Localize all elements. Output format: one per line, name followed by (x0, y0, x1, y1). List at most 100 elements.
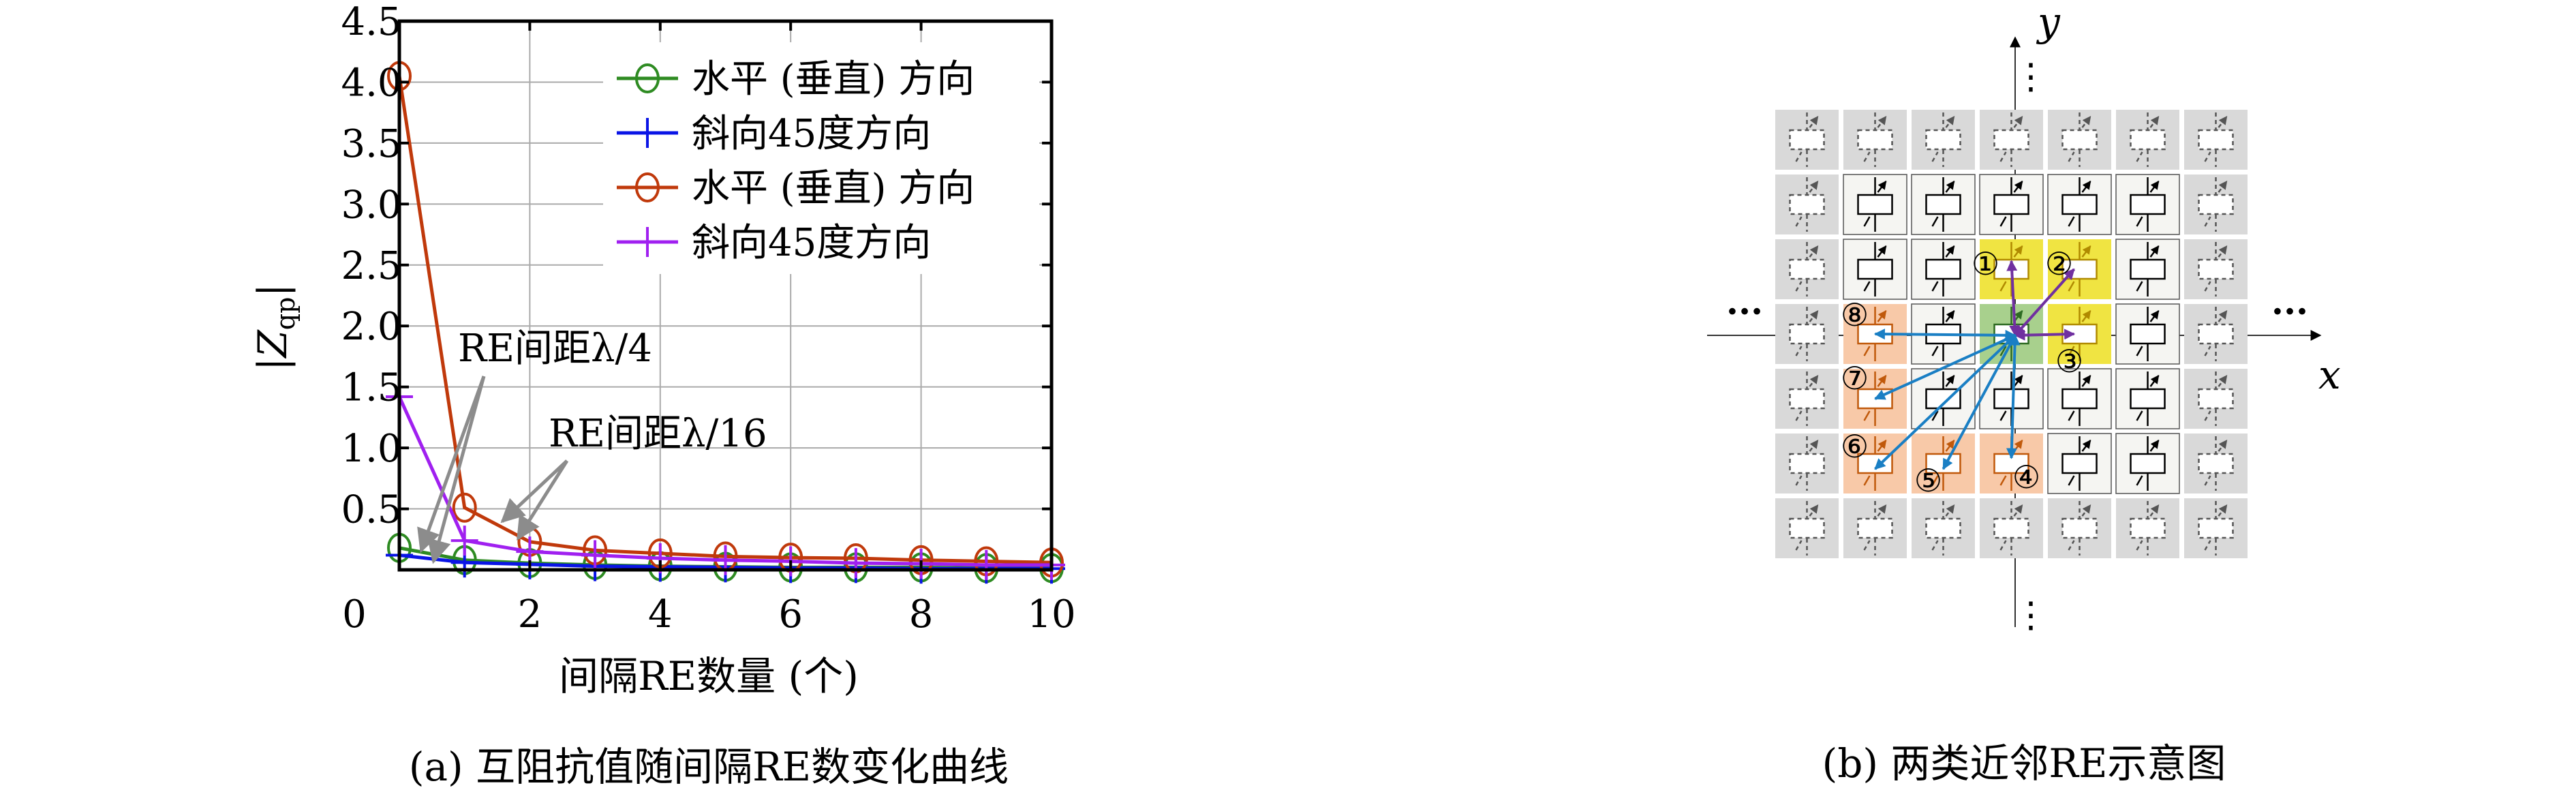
caption-a: (a) 互阻抗值随间隔RE数变化曲线 (409, 744, 1009, 790)
tuning-line (2204, 346, 2211, 356)
element-box (2130, 388, 2166, 410)
re-cell-outer (1775, 304, 1839, 364)
element-box (1925, 517, 1961, 539)
element-box (2130, 453, 2166, 474)
x-tick-label: 2 (518, 592, 542, 637)
element-box (1857, 517, 1893, 539)
data-point (842, 548, 870, 579)
re-cell-outer (1775, 498, 1839, 558)
tuning-arrow-icon (2149, 245, 2160, 258)
tuning-arrow-icon (2013, 116, 2023, 128)
coupling-arrow-2 (2014, 268, 2075, 337)
tuning-arrow-icon (1809, 375, 1819, 387)
legend-marker (634, 227, 661, 257)
tuning-arrow-icon (1877, 116, 1887, 128)
element-box (2198, 258, 2234, 280)
caption-b: (b) 两类近邻RE示意图 (1822, 740, 2226, 787)
tuning-arrow-icon (2218, 440, 2228, 452)
y-tick-label: 2.0 (341, 305, 401, 349)
tuning-arrow-icon (1945, 310, 1955, 322)
tuning-arrow-icon (1877, 181, 1887, 193)
y-tick-label: 3.0 (341, 183, 401, 227)
y-tick-label: 1.5 (341, 366, 401, 410)
plot-frame (397, 19, 1054, 572)
tuning-arrow-icon (1945, 245, 1955, 258)
y-tick-label: 4.0 (341, 61, 401, 105)
re-cell-outer (2184, 434, 2248, 493)
tuning-line (1863, 281, 1871, 292)
tuning-arrow-icon (2081, 440, 2091, 452)
tuning-arrow-icon (2218, 116, 2228, 128)
tuning-line (1931, 475, 1939, 486)
tuning-arrow-icon (2149, 310, 2160, 322)
neighbor-label-5: ⑤ (1914, 462, 1942, 499)
y-tick-label: 3.5 (341, 122, 401, 166)
tuning-arrow-icon (2218, 375, 2228, 387)
tuning-line (1999, 540, 2007, 551)
element-box (1789, 388, 1825, 410)
element-box (1925, 258, 1961, 280)
tuning-arrow-icon (2149, 504, 2160, 517)
tuning-line (2136, 216, 2143, 227)
tuning-line (2204, 475, 2211, 486)
x-tick-label: 6 (778, 592, 803, 637)
neighbor-re-diagram: ① ② ③ ④ ⑤ ⑥ ⑦ ⑧ y x ⋮ ⋮ ··· ··· (b) 两类近邻RE示意图 (1707, 0, 2341, 787)
element-box (1857, 129, 1893, 151)
re-cell-outer (2184, 498, 2248, 558)
legend-label: 斜向45度方向 (692, 112, 931, 156)
annotation-arrow (516, 459, 569, 541)
annotation-lambda-4: RE间距λ/4 (458, 326, 652, 371)
tuning-line (1795, 216, 1803, 227)
tuning-line (1999, 475, 2007, 486)
element-box (2130, 258, 2166, 280)
neighbor-label-6: ⑥ (1841, 428, 1869, 465)
element-box (2198, 129, 2234, 151)
element-box (2198, 194, 2234, 215)
tuning-arrow-icon (2081, 181, 2091, 193)
legend-label: 水平 (垂直) 方向 (692, 57, 975, 102)
tuning-line (1999, 216, 2007, 227)
tuning-arrow-icon (2081, 245, 2091, 258)
tuning-arrow-icon (1945, 181, 1955, 193)
element-box (2061, 194, 2098, 215)
coupling-arrow-7 (1874, 334, 2017, 400)
element-box (1789, 194, 1825, 215)
neighbor-label-4: ④ (2012, 459, 2040, 496)
neighbor-label-1: ① (1972, 245, 1999, 282)
tuning-line (2204, 151, 2211, 162)
element-box (1857, 194, 1893, 215)
tuning-arrow-icon (1877, 504, 1887, 517)
re-cell (1843, 174, 1907, 235)
ellipsis-left: ··· (1726, 291, 1763, 333)
legend-background (603, 42, 1039, 274)
neighbor-label-2: ② (2045, 245, 2073, 282)
legend-marker (634, 118, 661, 148)
tuning-line (2068, 410, 2075, 421)
y-tick-label: 0.5 (341, 488, 401, 532)
tuning-arrow-icon (2149, 181, 2160, 193)
tuning-line (2204, 410, 2211, 421)
axis-ticks: 0 2 4 6 8 10 0.5 1.0 1.5 2.0 2.5 3.0 3.5 4.0 4.5 (341, 0, 1075, 637)
x-axis-label: x (2318, 352, 2341, 398)
tuning-line (2068, 540, 2075, 551)
re-cell-outer (1775, 110, 1839, 170)
element-box (2061, 517, 2098, 539)
annotations: RE间距λ/4 RE间距λ/16 (417, 326, 767, 564)
element-box (1789, 129, 1825, 151)
element-box (1789, 258, 1825, 280)
y-axis-label: |Zqp| (249, 284, 301, 371)
element-box (2061, 453, 2098, 474)
data-point (581, 540, 609, 571)
tuning-arrow-icon (1945, 504, 1955, 517)
element-box (1993, 517, 2029, 539)
element-box (2130, 194, 2166, 215)
tuning-arrow-icon (1945, 116, 1955, 128)
element-box (1925, 194, 1961, 215)
y-tick-label: 1.0 (341, 427, 401, 471)
annotation-arrow (427, 376, 486, 564)
coupling-arrows (1873, 260, 2076, 470)
tuning-arrow-icon (2013, 245, 2023, 258)
tuning-line (2136, 475, 2143, 486)
